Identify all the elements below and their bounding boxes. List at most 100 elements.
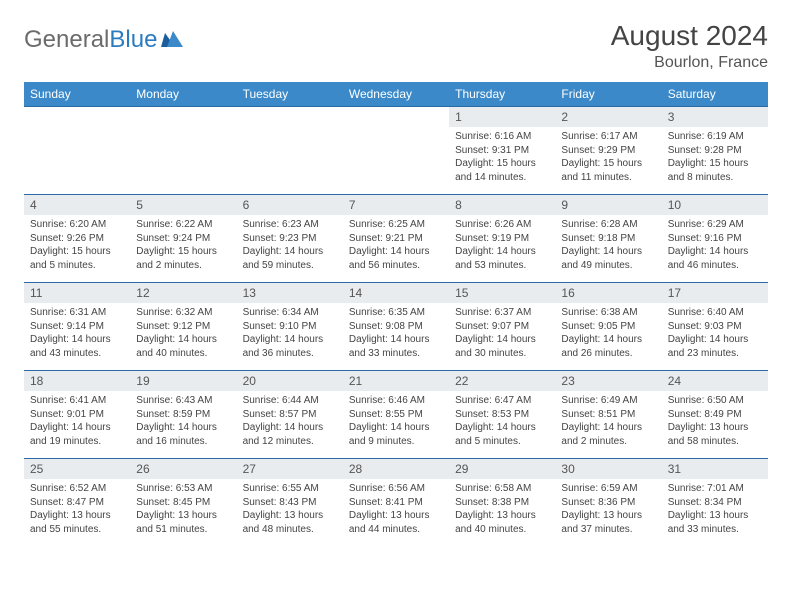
calendar-cell: 18Sunrise: 6:41 AMSunset: 9:01 PMDayligh… — [24, 371, 130, 459]
logo-icon — [161, 26, 183, 54]
calendar-cell: 29Sunrise: 6:58 AMSunset: 8:38 PMDayligh… — [449, 459, 555, 547]
logo-part2: Blue — [109, 26, 157, 54]
day-data: Sunrise: 6:38 AMSunset: 9:05 PMDaylight:… — [555, 303, 661, 363]
calendar-cell: 4Sunrise: 6:20 AMSunset: 9:26 PMDaylight… — [24, 195, 130, 283]
calendar-cell: 8Sunrise: 6:26 AMSunset: 9:19 PMDaylight… — [449, 195, 555, 283]
day-number: 30 — [555, 459, 661, 479]
calendar-cell: 6Sunrise: 6:23 AMSunset: 9:23 PMDaylight… — [237, 195, 343, 283]
calendar-body: ........1Sunrise: 6:16 AMSunset: 9:31 PM… — [24, 107, 768, 547]
day-data: Sunrise: 6:26 AMSunset: 9:19 PMDaylight:… — [449, 215, 555, 275]
calendar-cell: 5Sunrise: 6:22 AMSunset: 9:24 PMDaylight… — [130, 195, 236, 283]
day-number: 12 — [130, 283, 236, 303]
day-data: Sunrise: 6:49 AMSunset: 8:51 PMDaylight:… — [555, 391, 661, 451]
calendar-cell: 1Sunrise: 6:16 AMSunset: 9:31 PMDaylight… — [449, 107, 555, 195]
calendar-cell: 14Sunrise: 6:35 AMSunset: 9:08 PMDayligh… — [343, 283, 449, 371]
calendar-row: 18Sunrise: 6:41 AMSunset: 9:01 PMDayligh… — [24, 371, 768, 459]
calendar-cell: 30Sunrise: 6:59 AMSunset: 8:36 PMDayligh… — [555, 459, 661, 547]
month-title: August 2024 — [611, 20, 768, 52]
day-data: Sunrise: 6:28 AMSunset: 9:18 PMDaylight:… — [555, 215, 661, 275]
day-data: Sunrise: 6:44 AMSunset: 8:57 PMDaylight:… — [237, 391, 343, 451]
calendar-cell: 27Sunrise: 6:55 AMSunset: 8:43 PMDayligh… — [237, 459, 343, 547]
calendar-cell: 9Sunrise: 6:28 AMSunset: 9:18 PMDaylight… — [555, 195, 661, 283]
day-data: Sunrise: 6:43 AMSunset: 8:59 PMDaylight:… — [130, 391, 236, 451]
day-number: 27 — [237, 459, 343, 479]
weekday-header: Tuesday — [237, 82, 343, 107]
day-data: Sunrise: 6:31 AMSunset: 9:14 PMDaylight:… — [24, 303, 130, 363]
calendar-cell: .. — [237, 107, 343, 195]
calendar-cell: .. — [130, 107, 236, 195]
day-number: 1 — [449, 107, 555, 127]
day-data: Sunrise: 6:55 AMSunset: 8:43 PMDaylight:… — [237, 479, 343, 539]
calendar-cell: .. — [24, 107, 130, 195]
calendar-cell: 24Sunrise: 6:50 AMSunset: 8:49 PMDayligh… — [662, 371, 768, 459]
day-data: Sunrise: 6:29 AMSunset: 9:16 PMDaylight:… — [662, 215, 768, 275]
weekday-header-row: SundayMondayTuesdayWednesdayThursdayFrid… — [24, 82, 768, 107]
day-number: 10 — [662, 195, 768, 215]
day-number: 28 — [343, 459, 449, 479]
weekday-header: Monday — [130, 82, 236, 107]
calendar-cell: .. — [343, 107, 449, 195]
day-number: 29 — [449, 459, 555, 479]
weekday-header: Wednesday — [343, 82, 449, 107]
day-number: 21 — [343, 371, 449, 391]
day-number: 22 — [449, 371, 555, 391]
weekday-header: Saturday — [662, 82, 768, 107]
day-data: Sunrise: 6:35 AMSunset: 9:08 PMDaylight:… — [343, 303, 449, 363]
day-data: Sunrise: 6:59 AMSunset: 8:36 PMDaylight:… — [555, 479, 661, 539]
calendar-cell: 25Sunrise: 6:52 AMSunset: 8:47 PMDayligh… — [24, 459, 130, 547]
day-data: Sunrise: 6:34 AMSunset: 9:10 PMDaylight:… — [237, 303, 343, 363]
calendar-cell: 2Sunrise: 6:17 AMSunset: 9:29 PMDaylight… — [555, 107, 661, 195]
calendar-cell: 10Sunrise: 6:29 AMSunset: 9:16 PMDayligh… — [662, 195, 768, 283]
day-data: Sunrise: 6:17 AMSunset: 9:29 PMDaylight:… — [555, 127, 661, 187]
calendar-row: 11Sunrise: 6:31 AMSunset: 9:14 PMDayligh… — [24, 283, 768, 371]
day-number: 17 — [662, 283, 768, 303]
calendar-cell: 11Sunrise: 6:31 AMSunset: 9:14 PMDayligh… — [24, 283, 130, 371]
calendar-cell: 17Sunrise: 6:40 AMSunset: 9:03 PMDayligh… — [662, 283, 768, 371]
weekday-header: Thursday — [449, 82, 555, 107]
page-header: GeneralBlue August 2024 Bourlon, France — [24, 20, 768, 72]
day-number: 19 — [130, 371, 236, 391]
calendar-cell: 21Sunrise: 6:46 AMSunset: 8:55 PMDayligh… — [343, 371, 449, 459]
calendar-cell: 7Sunrise: 6:25 AMSunset: 9:21 PMDaylight… — [343, 195, 449, 283]
calendar-cell: 12Sunrise: 6:32 AMSunset: 9:12 PMDayligh… — [130, 283, 236, 371]
calendar-cell: 31Sunrise: 7:01 AMSunset: 8:34 PMDayligh… — [662, 459, 768, 547]
day-data: Sunrise: 6:40 AMSunset: 9:03 PMDaylight:… — [662, 303, 768, 363]
calendar-cell: 3Sunrise: 6:19 AMSunset: 9:28 PMDaylight… — [662, 107, 768, 195]
calendar-cell: 20Sunrise: 6:44 AMSunset: 8:57 PMDayligh… — [237, 371, 343, 459]
logo: GeneralBlue — [24, 26, 183, 54]
day-number: 18 — [24, 371, 130, 391]
calendar-cell: 22Sunrise: 6:47 AMSunset: 8:53 PMDayligh… — [449, 371, 555, 459]
day-number: 13 — [237, 283, 343, 303]
day-number: 20 — [237, 371, 343, 391]
day-number: 11 — [24, 283, 130, 303]
calendar-cell: 28Sunrise: 6:56 AMSunset: 8:41 PMDayligh… — [343, 459, 449, 547]
day-number: 7 — [343, 195, 449, 215]
day-data: Sunrise: 6:50 AMSunset: 8:49 PMDaylight:… — [662, 391, 768, 451]
day-data: Sunrise: 6:58 AMSunset: 8:38 PMDaylight:… — [449, 479, 555, 539]
day-number: 4 — [24, 195, 130, 215]
day-number: 5 — [130, 195, 236, 215]
day-number: 16 — [555, 283, 661, 303]
calendar-cell: 15Sunrise: 6:37 AMSunset: 9:07 PMDayligh… — [449, 283, 555, 371]
day-data: Sunrise: 6:22 AMSunset: 9:24 PMDaylight:… — [130, 215, 236, 275]
day-number: 26 — [130, 459, 236, 479]
day-data: Sunrise: 6:37 AMSunset: 9:07 PMDaylight:… — [449, 303, 555, 363]
calendar-table: SundayMondayTuesdayWednesdayThursdayFrid… — [24, 82, 768, 547]
calendar-cell: 16Sunrise: 6:38 AMSunset: 9:05 PMDayligh… — [555, 283, 661, 371]
day-data: Sunrise: 6:52 AMSunset: 8:47 PMDaylight:… — [24, 479, 130, 539]
calendar-cell: 13Sunrise: 6:34 AMSunset: 9:10 PMDayligh… — [237, 283, 343, 371]
day-number: 3 — [662, 107, 768, 127]
day-number: 8 — [449, 195, 555, 215]
calendar-row: 4Sunrise: 6:20 AMSunset: 9:26 PMDaylight… — [24, 195, 768, 283]
day-data: Sunrise: 7:01 AMSunset: 8:34 PMDaylight:… — [662, 479, 768, 539]
day-number: 9 — [555, 195, 661, 215]
day-number: 6 — [237, 195, 343, 215]
logo-part1: General — [24, 26, 109, 54]
day-data: Sunrise: 6:56 AMSunset: 8:41 PMDaylight:… — [343, 479, 449, 539]
day-data: Sunrise: 6:19 AMSunset: 9:28 PMDaylight:… — [662, 127, 768, 187]
day-data: Sunrise: 6:41 AMSunset: 9:01 PMDaylight:… — [24, 391, 130, 451]
location: Bourlon, France — [611, 54, 768, 72]
day-number: 25 — [24, 459, 130, 479]
day-data: Sunrise: 6:32 AMSunset: 9:12 PMDaylight:… — [130, 303, 236, 363]
weekday-header: Friday — [555, 82, 661, 107]
